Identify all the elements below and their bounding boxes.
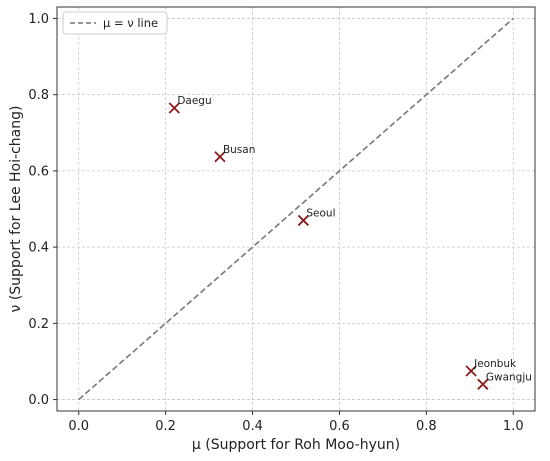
legend-label: μ = ν line [103, 16, 158, 30]
data-point-gwangju: Gwangju [477, 371, 532, 390]
y-tick-label: 1.0 [28, 12, 49, 27]
legend: μ = ν line [62, 11, 168, 35]
y-tick-label: 0.6 [28, 164, 49, 179]
point-label: Seoul [306, 207, 335, 219]
point-label: Daegu [177, 95, 211, 107]
x-tick-label: 1.0 [503, 419, 524, 434]
x-marker-stroke [214, 151, 226, 163]
x-marker-stroke [477, 378, 489, 390]
plot-frame [56, 6, 536, 412]
x-tick-label: 0.6 [329, 419, 350, 434]
y-tick-label: 0.2 [28, 317, 49, 332]
x-marker-stroke [297, 214, 310, 227]
axis-ticks: 0.0 0.2 0.4 0.6 0.8 1.0 0.0 0.2 0.4 0.6 0.8 1.0 [28, 12, 523, 434]
reference-line [78, 17, 514, 401]
data-point-jeonbuk: Jeonbuk [465, 358, 517, 377]
grid [57, 7, 535, 411]
data-point-seoul: Seoul [297, 207, 336, 227]
x-axis-title: μ (Support for Roh Moo-hyun) [192, 437, 400, 453]
point-label: Busan [223, 144, 255, 156]
y-tick-label: 0.0 [28, 393, 49, 408]
point-label: Gwangju [486, 371, 532, 383]
reference-line-layer [78, 17, 514, 401]
data-point-daegu: Daegu [168, 95, 212, 114]
x-tick-label: 0.8 [416, 419, 437, 434]
y-axis-title: ν (Support for Lee Hoi-chang) [8, 106, 24, 313]
legend-box [62, 11, 168, 35]
x-tick-label: 0.4 [242, 419, 263, 434]
x-tick-label: 0.2 [155, 419, 176, 434]
x-marker-stroke [168, 102, 180, 114]
y-tick-label: 0.8 [28, 88, 49, 103]
y-tick-label: 0.4 [28, 241, 49, 256]
x-marker-stroke [465, 365, 477, 377]
point-label: Jeonbuk [473, 358, 517, 370]
x-tick-label: 0.0 [68, 419, 89, 434]
data-point-busan: Busan [214, 144, 255, 163]
